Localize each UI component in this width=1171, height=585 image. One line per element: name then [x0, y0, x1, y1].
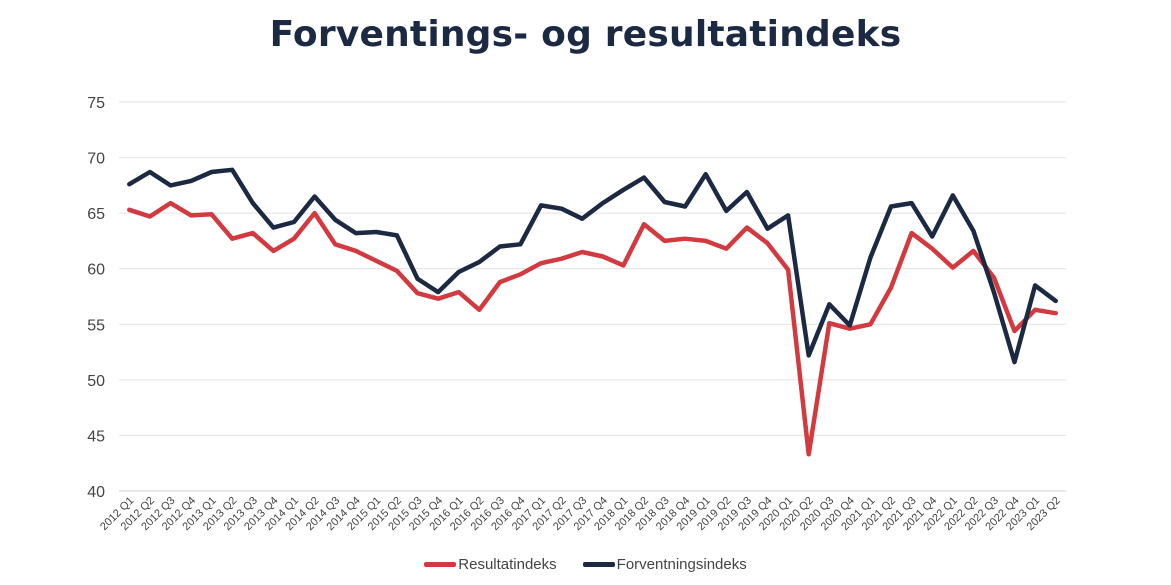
series-line-forventningsindeks — [127, 167, 1058, 365]
y-tick-label: 50 — [87, 373, 105, 390]
series-lines — [127, 167, 1058, 457]
legend-item-forventningsindeks[interactable]: Forventningsindeks — [582, 556, 747, 573]
legend-item-resultatindeks[interactable]: Resultatindeks — [424, 556, 557, 573]
y-tick-label: 60 — [87, 262, 105, 279]
chart-title: Forventings- og resultatindeks — [269, 14, 902, 55]
y-tick-label: 45 — [87, 428, 105, 445]
y-tick-label: 40 — [87, 484, 105, 501]
legend-swatch-resultatindeks — [424, 562, 457, 567]
y-tick-label: 75 — [87, 95, 105, 112]
y-axis-ticks: 40 45 50 55 60 65 70 75 — [87, 95, 105, 501]
legend-label-resultatindeks: Resultatindeks — [458, 556, 557, 573]
y-tick-label: 70 — [87, 151, 105, 168]
y-tick-label: 65 — [87, 206, 105, 223]
legend-label-forventningsindeks: Forventningsindeks — [616, 556, 747, 573]
gridlines — [119, 101, 1066, 492]
legend-swatch-forventningsindeks — [582, 562, 615, 567]
legend: Resultatindeks Forventningsindeks — [0, 556, 1171, 573]
y-tick-label: 55 — [87, 317, 105, 334]
series-line-resultatindeks — [127, 200, 1058, 457]
